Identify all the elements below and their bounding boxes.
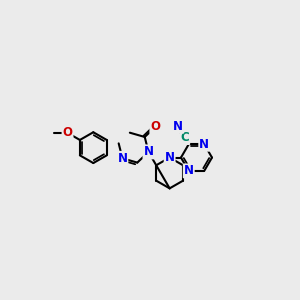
- Text: N: N: [173, 120, 183, 133]
- Text: N: N: [143, 146, 154, 158]
- Text: C: C: [181, 131, 189, 144]
- Text: O: O: [62, 126, 73, 140]
- Text: N: N: [199, 138, 209, 151]
- Text: O: O: [150, 120, 160, 133]
- Text: N: N: [165, 151, 175, 164]
- Text: N: N: [117, 152, 128, 165]
- Text: N: N: [184, 164, 194, 177]
